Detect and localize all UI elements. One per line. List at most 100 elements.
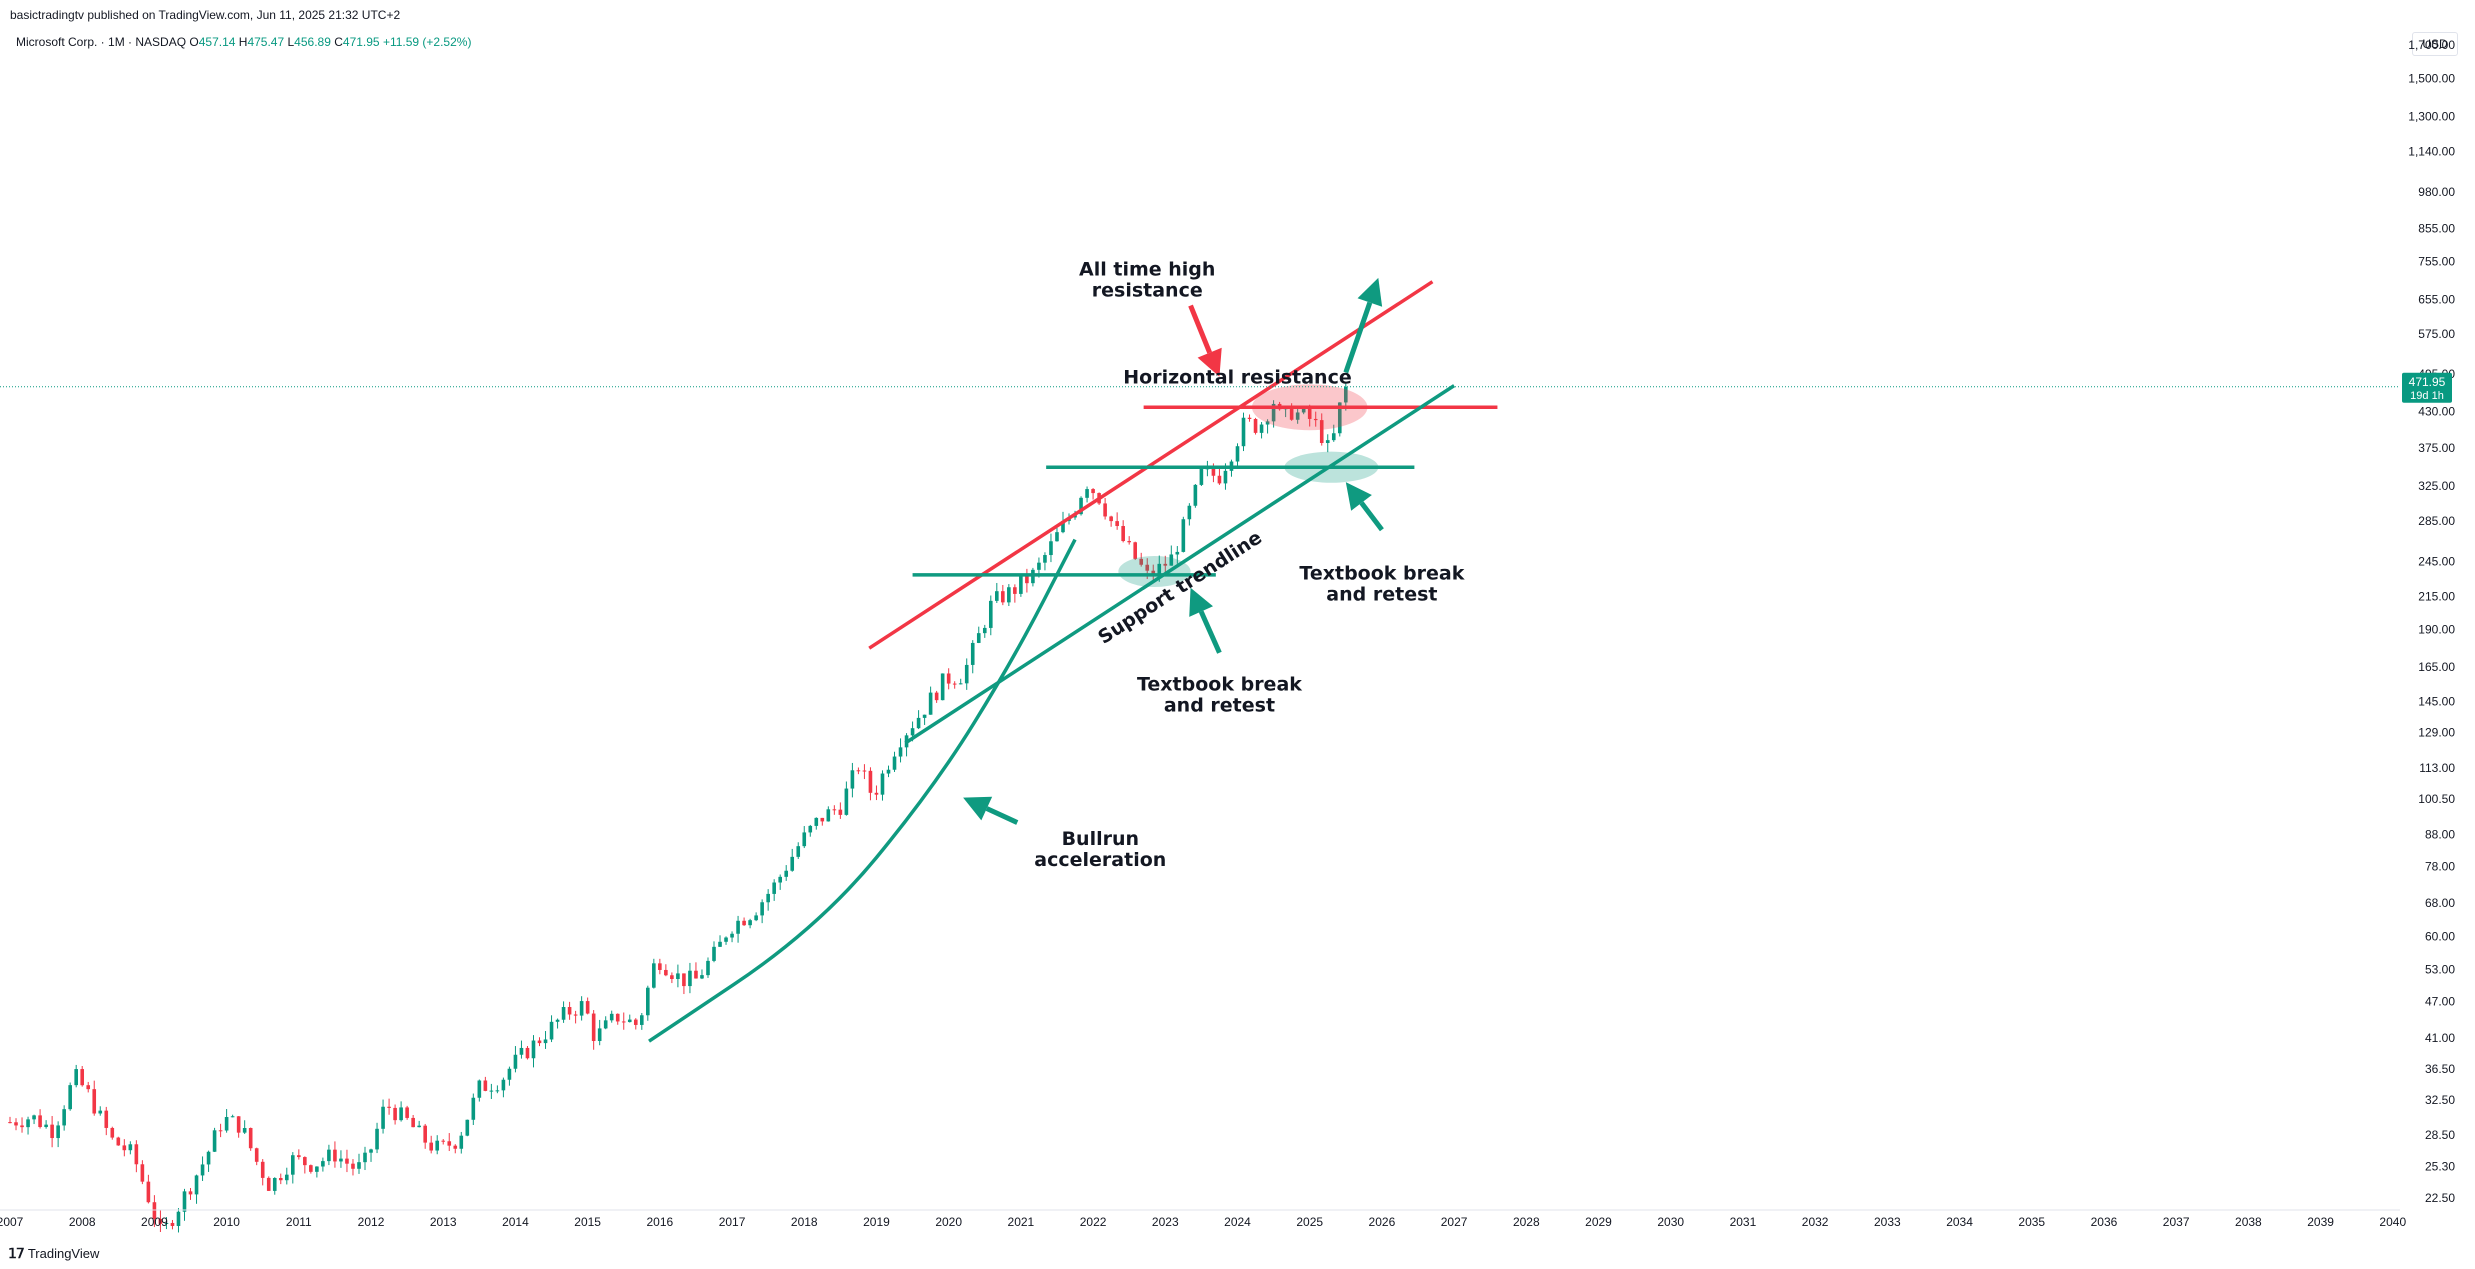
candle-body xyxy=(1049,541,1053,556)
y-tick-label: 575.00 xyxy=(2418,327,2455,341)
x-tick-label: 2014 xyxy=(502,1215,529,1229)
arrow-head xyxy=(963,796,993,821)
y-axis: 1,700.00 1,500.00 1,300.00 1,140.00 980.00 85… xyxy=(2408,38,2455,1205)
candle-body xyxy=(50,1124,54,1139)
top-bar: basictradingtv published on TradingView.… xyxy=(0,0,2475,28)
candle-body xyxy=(375,1128,379,1150)
y-tick-label: 28.50 xyxy=(2425,1128,2455,1142)
candle-body xyxy=(892,756,897,770)
candle-body xyxy=(387,1106,391,1108)
candle-body xyxy=(405,1107,409,1118)
close-value: 471.95 xyxy=(342,35,380,49)
y-tick-label: 113.00 xyxy=(2419,761,2455,775)
candle-body xyxy=(32,1115,36,1120)
candle-body xyxy=(808,825,813,833)
candle-body xyxy=(1037,562,1041,570)
candle-body xyxy=(441,1140,446,1142)
y-tick-label: 245.00 xyxy=(2418,555,2455,569)
y-tick-label: 190.00 xyxy=(2418,622,2455,636)
candle-body xyxy=(447,1141,452,1146)
x-tick-label: 2036 xyxy=(2091,1215,2118,1229)
candle-body xyxy=(194,1175,199,1195)
candle-body xyxy=(844,788,849,815)
candle-body xyxy=(507,1068,512,1080)
candle-body xyxy=(814,817,819,826)
candle-body xyxy=(477,1080,482,1098)
candle-body xyxy=(260,1161,265,1178)
candle-body xyxy=(1043,555,1047,563)
open-label: O xyxy=(189,35,199,49)
y-tick-label: 755.00 xyxy=(2418,255,2455,269)
candle-body xyxy=(766,893,770,903)
candle-body xyxy=(820,817,825,822)
candle-body xyxy=(555,1019,560,1022)
symbol-legend[interactable]: Microsoft Corp. · 1M · NASDAQ O457.14 H4… xyxy=(16,35,471,49)
candle-body xyxy=(345,1158,349,1164)
candle-body xyxy=(309,1165,313,1172)
x-tick-label: 2012 xyxy=(358,1215,385,1229)
candle-body xyxy=(567,1007,572,1015)
y-tick-label: 78.00 xyxy=(2425,860,2455,874)
candle-body xyxy=(579,1001,584,1016)
candle-body xyxy=(856,770,861,772)
tradingview-logo[interactable]: 𝟣𝟩 TradingView xyxy=(8,1245,99,1262)
candle-body xyxy=(1139,558,1144,565)
candle-body xyxy=(1193,484,1198,506)
candle-body xyxy=(748,920,752,926)
candle-body xyxy=(321,1161,325,1167)
y-tick-label: 980.00 xyxy=(2418,185,2455,199)
last-price-badge xyxy=(2402,372,2452,403)
candle-body xyxy=(790,856,795,871)
candle-body xyxy=(1145,564,1150,571)
x-tick-label: 2022 xyxy=(1080,1215,1107,1229)
candle-body xyxy=(513,1054,518,1069)
candle-body xyxy=(688,970,692,987)
x-tick-label: 2033 xyxy=(1874,1215,1901,1229)
candle-body xyxy=(429,1142,434,1151)
candle-body xyxy=(1307,408,1312,419)
x-tick-label: 2026 xyxy=(1369,1215,1396,1229)
candle-body xyxy=(38,1115,42,1128)
candle-body xyxy=(670,975,674,979)
candle-body xyxy=(152,1202,157,1219)
x-tick-label: 2011 xyxy=(286,1215,312,1229)
candle-body xyxy=(1175,551,1180,555)
annotation-line: Textbook break xyxy=(1137,673,1302,695)
candle-body xyxy=(1061,520,1065,533)
symbol-name[interactable]: Microsoft Corp. · 1M · NASDAQ xyxy=(16,35,187,49)
candle-body xyxy=(1265,421,1270,425)
candle-body xyxy=(1019,576,1023,594)
candle-body xyxy=(1319,420,1324,444)
candle-body xyxy=(483,1080,488,1091)
candle-body xyxy=(934,692,939,701)
x-tick-label: 2017 xyxy=(719,1215,746,1229)
candle-body xyxy=(146,1181,151,1203)
candle-body xyxy=(1199,468,1204,485)
y-tick-label: 855.00 xyxy=(2418,221,2455,235)
y-tick-label: 215.00 xyxy=(2418,589,2455,603)
high-value: 475.47 xyxy=(247,35,285,49)
currency-button[interactable]: USD xyxy=(2412,32,2458,56)
candle-body xyxy=(1115,521,1119,527)
ath-resistance-label: All time high resistance xyxy=(1079,258,1215,301)
x-tick-label: 2025 xyxy=(1296,1215,1323,1229)
candle-body xyxy=(1217,475,1222,484)
candle-body xyxy=(916,717,921,729)
candle-body xyxy=(230,1116,235,1118)
x-tick-label: 2007 xyxy=(0,1215,24,1229)
y-tick-label: 25.30 xyxy=(2425,1160,2455,1174)
annotation-line: Bullrun xyxy=(1062,828,1139,850)
candle-body xyxy=(399,1107,403,1121)
annotation-line: and retest xyxy=(1326,584,1437,606)
candle-body xyxy=(898,747,903,757)
breakout-up-arrow xyxy=(1343,277,1383,374)
candle-body xyxy=(393,1107,397,1121)
candle-body xyxy=(1103,503,1107,517)
support-trendline-label: Support trendline xyxy=(1094,527,1266,649)
candle-body xyxy=(8,1122,12,1124)
y-tick-label: 655.00 xyxy=(2418,292,2455,306)
candle-body xyxy=(1247,417,1252,419)
annotation-line: Support trendline xyxy=(1094,527,1266,649)
x-tick-label: 2039 xyxy=(2307,1215,2334,1229)
